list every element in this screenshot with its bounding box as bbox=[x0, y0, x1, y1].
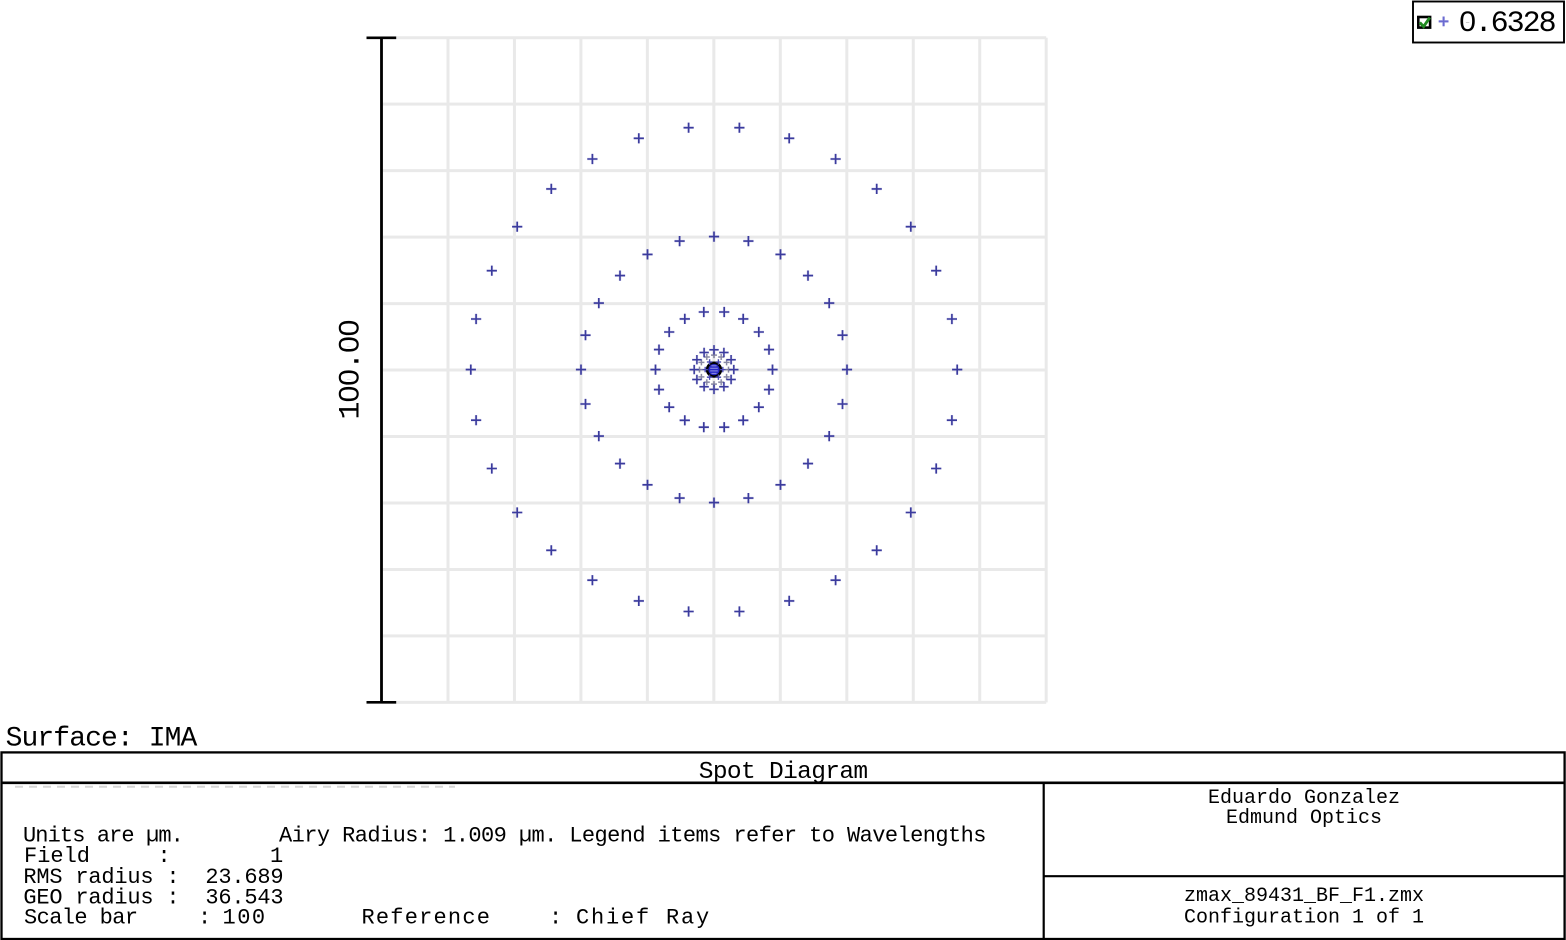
svg-text:Scale bar: Scale bar bbox=[24, 905, 137, 930]
svg-text:Configuration 1 of 1: Configuration 1 of 1 bbox=[1184, 907, 1424, 930]
svg-text:Field: Field bbox=[24, 844, 90, 869]
svg-text:100.00: 100.00 bbox=[335, 320, 369, 420]
svg-text:GEO radius : 36.543: GEO radius : 36.543 bbox=[23, 885, 283, 910]
svg-text:Reference: Reference bbox=[362, 905, 492, 930]
svg-text:Edmund Optics: Edmund Optics bbox=[1226, 807, 1382, 830]
svg-text::: : bbox=[198, 905, 211, 930]
svg-text:100: 100 bbox=[223, 905, 267, 930]
svg-text:0.6328: 0.6328 bbox=[1459, 7, 1556, 41]
svg-text:Surface: IMA: Surface: IMA bbox=[6, 723, 198, 754]
svg-text:Airy Radius: 1.009 µm. Legend: Airy Radius: 1.009 µm. Legend items refe… bbox=[279, 824, 986, 849]
svg-text::: : bbox=[158, 844, 171, 869]
svg-text:Units are µm.: Units are µm. bbox=[23, 824, 183, 849]
svg-text::: : bbox=[549, 905, 562, 930]
svg-text:1: 1 bbox=[270, 844, 283, 869]
svg-text:Chief Ray: Chief Ray bbox=[576, 905, 711, 930]
svg-text:Eduardo Gonzalez: Eduardo Gonzalez bbox=[1208, 787, 1400, 810]
svg-text:zmax_89431_BF_F1.zmx: zmax_89431_BF_F1.zmx bbox=[1184, 885, 1424, 908]
svg-text:Spot Diagram: Spot Diagram bbox=[699, 759, 868, 786]
svg-text:RMS radius : 23.689: RMS radius : 23.689 bbox=[23, 865, 283, 890]
